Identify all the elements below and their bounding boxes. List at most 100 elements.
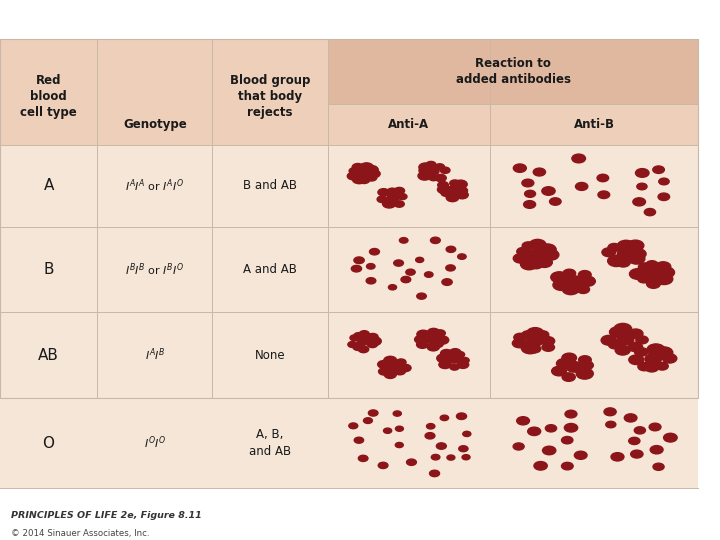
Circle shape — [395, 426, 403, 431]
Circle shape — [522, 331, 534, 339]
Circle shape — [634, 348, 648, 356]
Circle shape — [395, 442, 403, 448]
Circle shape — [545, 424, 557, 432]
Circle shape — [431, 237, 441, 244]
Text: B and AB: B and AB — [243, 179, 297, 192]
Circle shape — [653, 463, 664, 470]
Circle shape — [526, 336, 543, 346]
Circle shape — [366, 264, 375, 269]
Circle shape — [615, 346, 630, 355]
Circle shape — [407, 459, 416, 465]
Circle shape — [629, 329, 643, 338]
Text: Reaction to
added antibodies: Reaction to added antibodies — [456, 57, 570, 86]
Text: None: None — [255, 349, 285, 362]
Circle shape — [514, 333, 526, 341]
Circle shape — [438, 185, 450, 193]
Circle shape — [601, 335, 616, 345]
Circle shape — [384, 428, 392, 433]
Circle shape — [447, 455, 455, 460]
Circle shape — [531, 261, 542, 269]
Circle shape — [523, 200, 536, 208]
Circle shape — [393, 411, 401, 416]
Text: Anti-A: Anti-A — [388, 118, 429, 131]
Circle shape — [604, 408, 616, 416]
Circle shape — [529, 239, 546, 250]
Bar — [0, 145, 698, 226]
Circle shape — [517, 417, 529, 425]
Circle shape — [454, 180, 467, 188]
Circle shape — [539, 244, 556, 255]
Circle shape — [354, 437, 364, 443]
Circle shape — [389, 285, 397, 290]
Circle shape — [541, 336, 554, 346]
Circle shape — [644, 208, 655, 215]
Circle shape — [384, 356, 397, 365]
Circle shape — [458, 254, 466, 259]
Circle shape — [426, 167, 439, 176]
Circle shape — [649, 423, 661, 431]
Circle shape — [617, 334, 634, 345]
Circle shape — [397, 194, 407, 200]
Circle shape — [655, 347, 672, 358]
Circle shape — [647, 279, 660, 288]
Circle shape — [368, 337, 382, 346]
Circle shape — [354, 333, 364, 339]
Text: $\mathit{I}^A\mathit{I}^B$: $\mathit{I}^A\mathit{I}^B$ — [145, 347, 165, 363]
Circle shape — [629, 269, 646, 279]
Circle shape — [528, 427, 541, 436]
Circle shape — [562, 373, 575, 381]
Bar — [0, 312, 698, 398]
Text: A: A — [43, 179, 54, 193]
Circle shape — [513, 339, 526, 348]
Circle shape — [645, 363, 659, 372]
Circle shape — [425, 433, 435, 439]
Circle shape — [528, 345, 541, 353]
Circle shape — [578, 271, 591, 279]
Circle shape — [608, 244, 621, 252]
Circle shape — [617, 240, 635, 252]
Text: O: O — [42, 436, 55, 450]
Circle shape — [394, 187, 405, 194]
Circle shape — [449, 349, 461, 356]
Text: Red
blood
cell type: Red blood cell type — [20, 75, 77, 119]
Circle shape — [647, 344, 665, 355]
Circle shape — [379, 368, 390, 375]
Circle shape — [359, 176, 370, 184]
Circle shape — [536, 331, 549, 339]
Circle shape — [525, 190, 536, 197]
Circle shape — [419, 163, 432, 172]
Circle shape — [656, 362, 668, 370]
Circle shape — [441, 190, 452, 197]
Circle shape — [564, 423, 577, 432]
Circle shape — [353, 343, 364, 350]
Circle shape — [456, 413, 467, 420]
Circle shape — [349, 168, 359, 174]
Circle shape — [614, 323, 631, 335]
Circle shape — [522, 242, 534, 249]
Circle shape — [450, 180, 460, 187]
Circle shape — [553, 280, 570, 291]
Circle shape — [562, 284, 580, 295]
Circle shape — [364, 418, 372, 423]
Circle shape — [431, 454, 440, 460]
Circle shape — [597, 174, 608, 181]
Text: A and AB: A and AB — [243, 263, 297, 276]
Circle shape — [366, 278, 376, 284]
Circle shape — [401, 276, 410, 282]
Circle shape — [450, 364, 459, 370]
Circle shape — [610, 327, 626, 338]
Circle shape — [658, 193, 670, 200]
Circle shape — [441, 349, 452, 357]
Circle shape — [634, 427, 645, 434]
Circle shape — [513, 164, 526, 172]
Circle shape — [396, 359, 406, 366]
Circle shape — [631, 450, 643, 458]
Circle shape — [359, 330, 369, 337]
Circle shape — [606, 421, 616, 428]
Circle shape — [521, 342, 539, 354]
Circle shape — [347, 172, 359, 180]
Circle shape — [566, 362, 582, 372]
Circle shape — [430, 470, 440, 477]
Circle shape — [542, 249, 559, 260]
Circle shape — [367, 341, 377, 348]
